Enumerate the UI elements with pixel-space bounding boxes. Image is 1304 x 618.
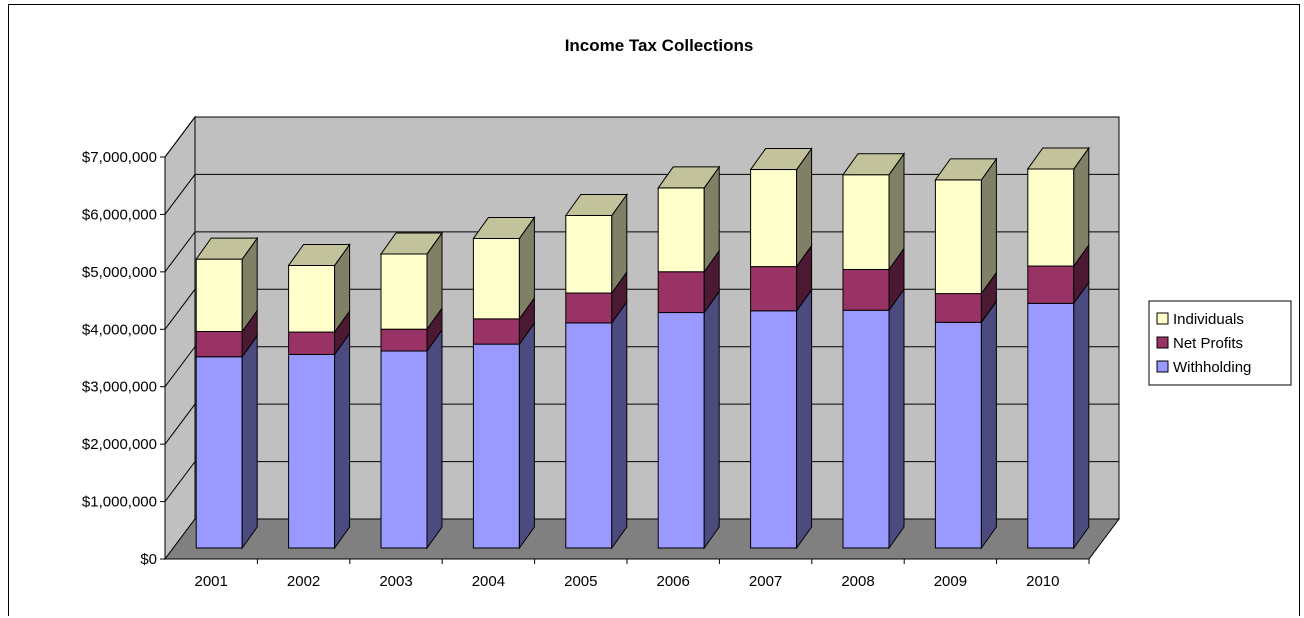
chart-frame: $0 $1,000,000 $2,000,000 $3,000,000 $4,000,0… (8, 4, 1300, 616)
bar-net-profits-2001 (195, 330, 243, 358)
x-tick-label: 2003 (379, 573, 412, 590)
bar-individuals-2009 (934, 179, 982, 295)
y-tick-label: $4,000,000 (82, 321, 157, 338)
bar-net-profits-2004 (472, 318, 520, 345)
bar-withholding-2010 (1027, 302, 1075, 549)
bar-top-individuals-2010 (1026, 147, 1090, 170)
bar-net-profits-2009 (934, 293, 982, 323)
y-tick-label: $0 (140, 551, 157, 568)
bar-top-individuals-2009 (934, 158, 998, 181)
legend-label-withholding: Withholding (1173, 359, 1251, 376)
y-tick-label: $3,000,000 (82, 379, 157, 396)
bar-individuals-2008 (842, 174, 890, 270)
axes: $0 $1,000,000 $2,000,000 $3,000,000 $4,000,0… (82, 149, 1090, 590)
income-tax-chart: $0 $1,000,000 $2,000,000 $3,000,000 $4,000,0… (82, 36, 1292, 590)
bar-top-individuals-2001 (195, 237, 259, 260)
side-wall (164, 115, 196, 561)
bar-side-individuals-2009 (980, 157, 997, 296)
bar-top-individuals-2003 (380, 232, 443, 255)
x-tick-label: 2007 (749, 573, 782, 590)
bar-individuals-2010 (1027, 168, 1075, 267)
bar-withholding-2005 (565, 322, 613, 549)
bar-individuals-2003 (380, 253, 428, 330)
bar-withholding-2002 (288, 353, 336, 549)
x-tick-label: 2002 (287, 573, 320, 590)
bar-top-individuals-2004 (472, 216, 536, 239)
bar-side-withholding-2009 (980, 299, 997, 550)
y-tick-label: $1,000,000 (82, 494, 157, 511)
x-tick-label: 2001 (195, 573, 228, 590)
bar-side-withholding-2003 (426, 328, 443, 550)
bar-top-individuals-2002 (287, 243, 351, 266)
bar-individuals-2005 (565, 214, 613, 294)
bar-withholding-2006 (657, 312, 705, 549)
x-tick-label: 2009 (934, 573, 967, 590)
bar-top-individuals-2007 (749, 148, 813, 171)
legend-label-net-profits: Net Profits (1173, 335, 1243, 352)
bar-net-profits-2008 (842, 268, 890, 311)
x-tick-label: 2004 (472, 573, 505, 590)
bar-side-withholding-2005 (611, 300, 628, 550)
bar-withholding-2007 (750, 310, 798, 549)
bar-withholding-2008 (842, 309, 890, 549)
x-tick-label: 2006 (657, 573, 690, 590)
legend-label-individuals: Individuals (1173, 311, 1244, 328)
bar-net-profits-2002 (288, 331, 336, 355)
bar-individuals-2002 (288, 264, 336, 333)
bar-top-individuals-2006 (657, 166, 721, 189)
bar-side-withholding-2006 (703, 289, 720, 550)
y-tick-label: $6,000,000 (82, 206, 157, 223)
bar-individuals-2001 (195, 258, 243, 332)
bar-individuals-2007 (750, 169, 798, 268)
bar-withholding-2001 (195, 356, 243, 549)
bar-side-withholding-2008 (888, 287, 905, 550)
bar-net-profits-2010 (1027, 265, 1075, 304)
bar-withholding-2004 (472, 343, 520, 549)
y-tick-label: $2,000,000 (82, 436, 157, 453)
bar-net-profits-2007 (750, 266, 798, 312)
bar-top-individuals-2005 (564, 193, 628, 216)
x-tick-label: 2005 (564, 573, 597, 590)
bar-withholding-2003 (380, 350, 428, 549)
chart-title: Income Tax Collections (565, 36, 754, 55)
bar-withholding-2009 (934, 321, 982, 549)
bar-side-withholding-2002 (334, 331, 351, 550)
bar-individuals-2006 (657, 187, 705, 273)
gridline (164, 116, 1119, 158)
bar-side-withholding-2007 (796, 288, 813, 550)
bar-top-individuals-2008 (842, 153, 905, 176)
bar-net-profits-2006 (657, 271, 705, 314)
x-tick-label: 2010 (1026, 573, 1059, 590)
bar-individuals-2004 (472, 237, 520, 320)
y-tick-label: $5,000,000 (82, 264, 157, 281)
y-tick-label: $7,000,000 (82, 149, 157, 166)
legend-swatch-individuals (1156, 312, 1169, 325)
legend-swatch-withholding (1156, 360, 1169, 373)
x-tick-label: 2008 (841, 573, 874, 590)
legend: Individuals Net Profits Withholding (1148, 300, 1292, 386)
bar-side-withholding-2004 (518, 321, 535, 550)
legend-box (1148, 300, 1292, 386)
bars (195, 146, 1090, 550)
legend-swatch-net-profits (1156, 336, 1169, 349)
bar-side-withholding-2010 (1073, 280, 1090, 550)
bar-net-profits-2005 (565, 292, 613, 324)
bar-net-profits-2003 (380, 328, 428, 352)
bar-side-withholding-2001 (241, 334, 258, 550)
